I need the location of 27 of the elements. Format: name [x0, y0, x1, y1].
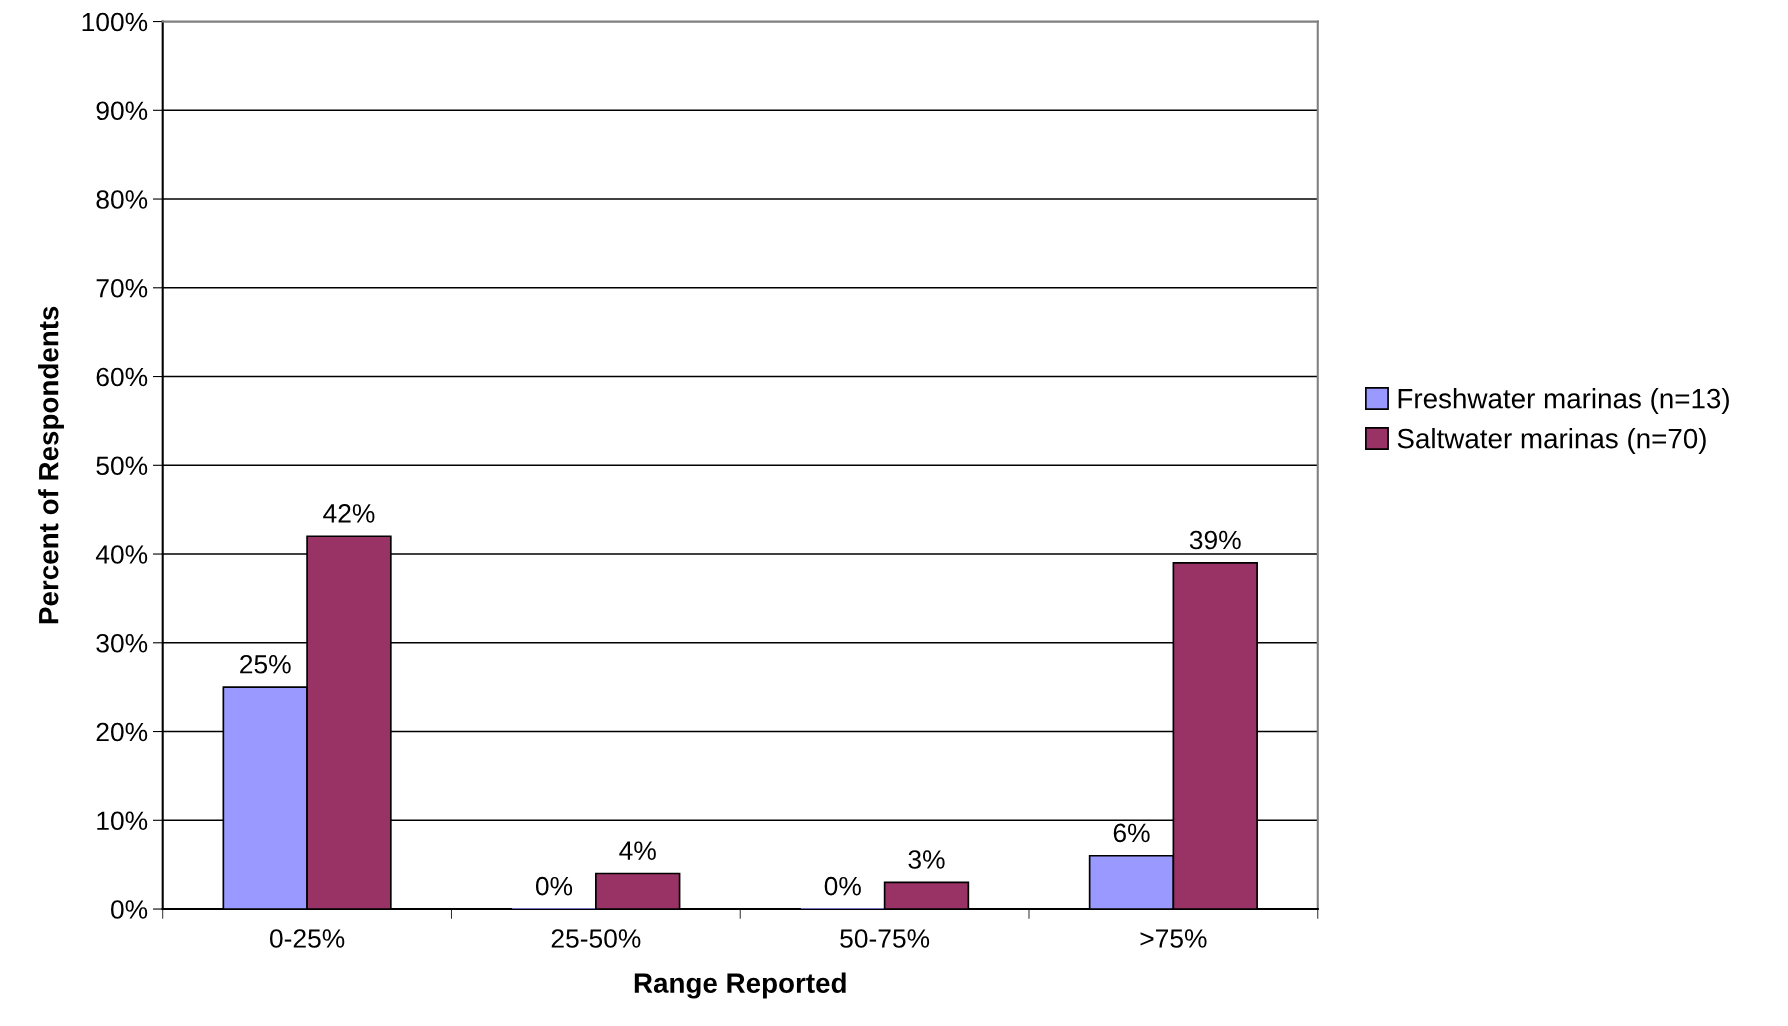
y-tick-label: 20%	[96, 722, 148, 742]
x-tick-label: 0-25%	[269, 929, 345, 948]
legend-label: Saltwater marinas (n=70)	[1397, 428, 1706, 454]
x-axis-title: Range Reported	[634, 972, 846, 999]
y-tick-label: 30%	[96, 633, 148, 653]
data-label: 42%	[323, 504, 375, 523]
data-label: 0%	[824, 876, 861, 896]
legend-label: Freshwater marinas (n=13)	[1398, 388, 1729, 414]
y-tick-label: 50%	[96, 456, 148, 476]
data-label: 39%	[1189, 530, 1241, 550]
y-tick-label: 90%	[96, 101, 148, 121]
y-tick-label: 0%	[111, 900, 148, 919]
y-tick-label: 80%	[96, 190, 148, 209]
x-tick-label: 50-75%	[840, 929, 930, 948]
data-label: 4%	[619, 841, 656, 860]
y-axis-title: Percent of Respondents	[38, 306, 64, 624]
y-tick-label: 100%	[82, 12, 148, 32]
y-tick-label: 10%	[97, 811, 148, 831]
data-label: 6%	[1113, 823, 1150, 843]
data-label: 3%	[908, 850, 945, 869]
x-tick-label: >75%	[1140, 929, 1207, 948]
y-tick-label: 40%	[95, 545, 148, 564]
y-tick-label: 70%	[96, 278, 148, 298]
x-tick-label: 25-50%	[551, 929, 641, 948]
y-tick-label: 60%	[96, 367, 148, 387]
data-label: 0%	[535, 876, 573, 896]
data-label: 25%	[240, 654, 291, 674]
